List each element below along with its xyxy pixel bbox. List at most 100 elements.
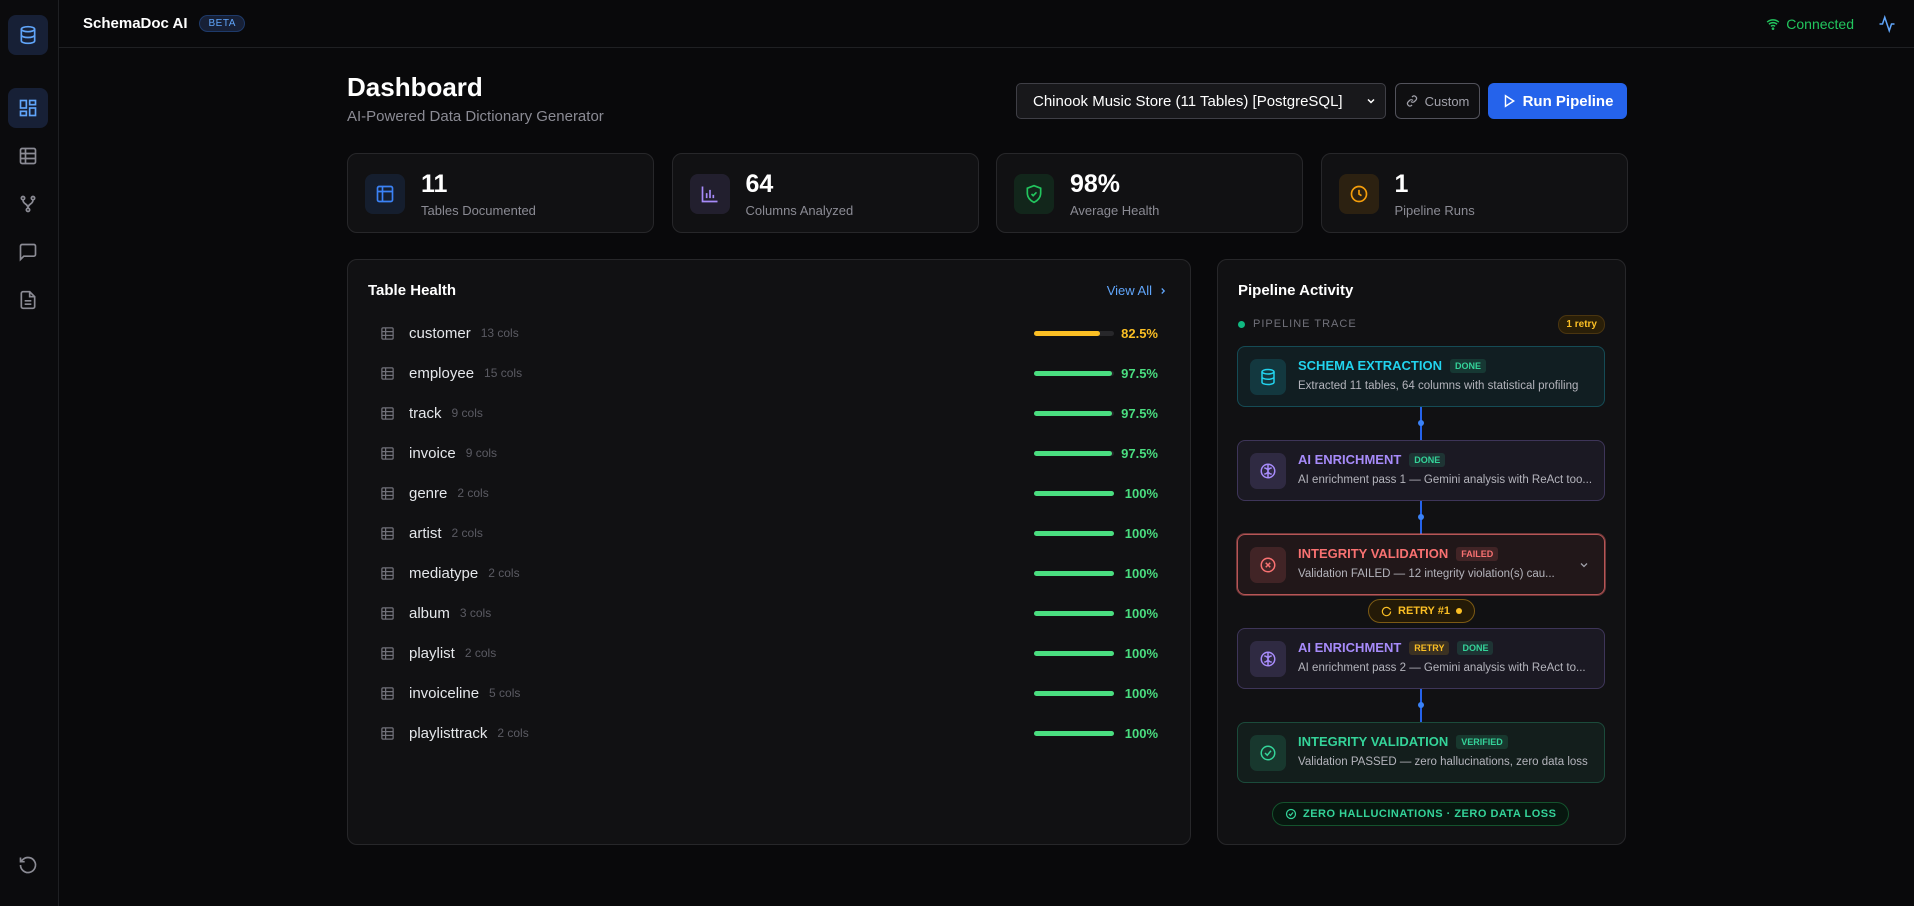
column-count: 3 cols <box>459 606 492 620</box>
table-name: invoiceline <box>409 684 480 702</box>
connector-dot <box>1418 514 1424 520</box>
step-description: AI enrichment pass 2 — Gemini analysis w… <box>1298 662 1586 674</box>
health-track <box>1034 370 1114 376</box>
expand-icon[interactable] <box>1578 558 1590 576</box>
column-count: 2 cols <box>488 566 520 580</box>
stat-icon <box>689 174 730 214</box>
nav-chat[interactable] <box>8 232 48 272</box>
stat-value: 98% <box>1070 170 1121 198</box>
step-title: AI ENRICHMENT <box>1298 452 1402 467</box>
health-label: 97.5% <box>1121 445 1158 461</box>
health-label: 97.5% <box>1121 365 1158 381</box>
table-name: genre <box>409 484 448 502</box>
table-row[interactable]: artist 2 cols 100% <box>380 513 1158 553</box>
nav-reset[interactable] <box>8 845 48 885</box>
step-description: Extracted 11 tables, 64 columns with sta… <box>1298 380 1579 392</box>
connection-status: Connected <box>1766 16 1854 32</box>
app-name: SchemaDoc AI <box>83 15 188 32</box>
table-row[interactable]: genre 2 cols 100% <box>380 473 1158 513</box>
table-name: invoice <box>409 444 456 462</box>
retry-dot <box>1455 608 1462 614</box>
health-track <box>1034 450 1114 456</box>
dataset-select[interactable]: Chinook Music Store (11 Tables) [Postgre… <box>1016 83 1386 119</box>
column-count: 2 cols <box>497 726 529 740</box>
column-count: 9 cols <box>451 406 483 420</box>
step-description: Validation FAILED — 12 integrity violati… <box>1298 568 1555 580</box>
health-bar <box>1034 610 1114 616</box>
step-title: SCHEMA EXTRACTION <box>1298 358 1442 373</box>
table-row[interactable]: invoiceline 5 cols 100% <box>380 673 1158 713</box>
health-bar <box>1034 410 1112 416</box>
table-row[interactable]: album 3 cols 100% <box>380 593 1158 633</box>
table-row[interactable]: employee 15 cols 97.5% <box>380 353 1158 393</box>
health-label: 100% <box>1124 645 1158 661</box>
health-bar <box>1034 490 1114 496</box>
health-label: 100% <box>1124 525 1158 541</box>
health-label: 100% <box>1124 725 1158 741</box>
column-count: 5 cols <box>489 686 521 700</box>
stat-icon <box>1338 174 1379 214</box>
table-icon <box>380 406 395 421</box>
stat-value: 11 <box>421 170 448 198</box>
dataset-name: Chinook Music Store (11 Tables) [Postgre… <box>1033 92 1343 110</box>
connector-dot <box>1418 420 1424 426</box>
health-track <box>1034 690 1114 696</box>
stat-card: 11 Tables Documented <box>347 153 654 233</box>
status-text: Connected <box>1786 15 1854 32</box>
trace-text: PIPELINE TRACE <box>1253 318 1357 330</box>
health-track <box>1034 610 1114 616</box>
pipeline-step: AI ENRICHMENT DONE AI enrichment pass 1 — … <box>1237 440 1605 501</box>
panel-title: Table Health <box>368 282 457 299</box>
table-icon <box>380 486 395 501</box>
health-label: 82.5% <box>1121 325 1158 341</box>
step-icon <box>1250 547 1286 583</box>
retry-text: RETRY #1 <box>1398 605 1450 617</box>
health-bar <box>1034 650 1114 656</box>
pipeline-step: SCHEMA EXTRACTION DONE Extracted 11 tables… <box>1237 346 1605 407</box>
health-track <box>1034 330 1114 336</box>
health-bar <box>1034 330 1100 336</box>
table-name: track <box>409 404 442 422</box>
topbar: SchemaDoc AI BETA Connected <box>59 0 1914 48</box>
step-tag: DONE <box>1449 358 1486 373</box>
stat-value: 1 <box>1394 170 1409 198</box>
nav-docs[interactable] <box>8 280 48 320</box>
page-subtitle: AI-Powered Data Dictionary Generator <box>347 108 604 125</box>
table-icon <box>380 726 395 741</box>
view-all[interactable]: View All <box>1107 283 1168 298</box>
table-row[interactable]: playlist 2 cols 100% <box>380 633 1158 673</box>
table-icon <box>380 366 395 381</box>
retry-badge: RETRY #1 <box>1368 599 1475 623</box>
table-row[interactable]: mediatype 2 cols 100% <box>380 553 1158 593</box>
health-bar <box>1034 690 1114 696</box>
step-title: INTEGRITY VALIDATION <box>1298 734 1449 749</box>
health-track <box>1034 650 1114 656</box>
stat-card: 64 Columns Analyzed <box>671 153 979 233</box>
nav-dashboard[interactable] <box>8 88 48 128</box>
table-row[interactable]: track 9 cols 97.5% <box>380 393 1158 433</box>
table-row[interactable]: playlisttrack 2 cols 100% <box>380 713 1158 753</box>
nav-tables[interactable] <box>8 136 48 176</box>
table-row[interactable]: invoice 9 cols 97.5% <box>380 433 1158 473</box>
sidebar <box>0 0 59 906</box>
table-row[interactable]: customer 13 cols 82.5% <box>380 313 1158 353</box>
column-count: 2 cols <box>451 526 483 540</box>
connector-dot <box>1418 702 1424 708</box>
pipeline-panel: Pipeline Activity PIPELINE TRACE 1 retry… <box>1217 259 1626 845</box>
health-track <box>1034 570 1114 576</box>
step-icon <box>1250 735 1286 771</box>
nav-lineage[interactable] <box>8 184 48 224</box>
health-track <box>1034 490 1114 496</box>
stat-icon <box>1014 174 1054 214</box>
health-bar <box>1034 730 1114 736</box>
column-count: 2 cols <box>457 486 489 500</box>
run-button[interactable]: Run Pipeline <box>1488 83 1627 119</box>
table-health-panel: Table Health View All customer 13 cols 82.… <box>347 259 1191 845</box>
step-title: AI ENRICHMENT <box>1298 640 1402 655</box>
table-name: customer <box>409 324 471 342</box>
health-label: 100% <box>1124 565 1158 581</box>
custom-button[interactable]: Custom <box>1395 83 1480 119</box>
activity-icon[interactable] <box>1878 14 1896 33</box>
step-title-row: SCHEMA EXTRACTION DONE <box>1298 358 1486 373</box>
